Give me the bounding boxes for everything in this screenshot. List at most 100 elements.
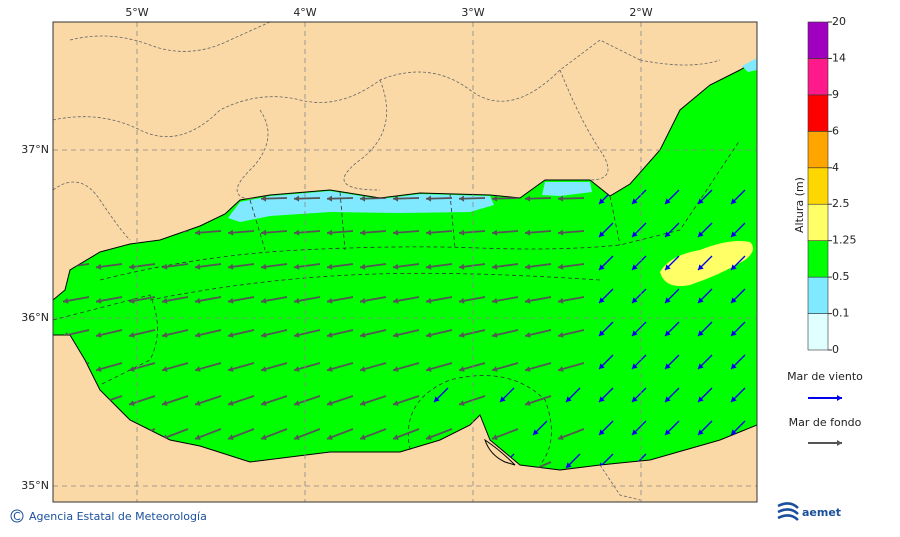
arrow-head — [393, 331, 399, 338]
arrow-head — [294, 297, 300, 304]
arrow-head — [459, 195, 465, 202]
longitude-label: 3°W — [461, 6, 484, 19]
arrow-head — [665, 297, 671, 303]
arrow-head — [632, 297, 638, 303]
arrow-head — [162, 297, 168, 304]
arrow-head — [837, 440, 842, 446]
arrow-head — [558, 195, 564, 202]
arrow-head — [162, 331, 168, 338]
longitude-label: 2°W — [629, 6, 652, 19]
arrow-head — [129, 366, 135, 372]
arrow-head — [632, 330, 638, 336]
arrow-head — [228, 400, 234, 406]
arrow-head — [632, 363, 638, 369]
arrow-head — [162, 366, 168, 372]
arrow-head — [525, 229, 531, 236]
latitude-label: 37°N — [21, 143, 49, 156]
arrow-head — [261, 366, 267, 372]
arrow-head — [558, 229, 564, 236]
arrow-head — [837, 395, 842, 401]
arrow-head — [96, 331, 102, 338]
arrow-head — [665, 363, 671, 369]
arrow-head — [360, 366, 366, 372]
logo: aemet — [777, 502, 841, 521]
arrow-head — [525, 297, 531, 304]
arrow-head — [228, 434, 234, 440]
arrow-head — [228, 263, 234, 270]
arrow-head — [558, 366, 564, 372]
arrow-head — [558, 263, 564, 270]
arrow-head — [327, 229, 333, 236]
zone-boundaries — [53, 139, 741, 466]
copyright-c: C — [13, 510, 21, 523]
arrow-head — [327, 366, 333, 372]
colorbar-label: 2.5 — [832, 197, 850, 210]
arrow-head — [96, 297, 102, 304]
swell-label: Mar de fondo — [789, 416, 862, 429]
arrow-head — [632, 429, 638, 435]
arrow-head — [665, 231, 671, 237]
arrow-head — [492, 195, 498, 202]
arrow-head — [632, 396, 638, 402]
arrow-head — [294, 366, 300, 372]
arrow-head — [698, 363, 704, 369]
arrow-head — [261, 229, 267, 236]
arrow-head — [731, 396, 737, 402]
longitude-label: 5°W — [125, 6, 148, 19]
arrow-head — [360, 434, 366, 440]
arrow-head — [492, 366, 498, 372]
arrow-head — [360, 195, 366, 202]
arrow-head — [434, 396, 440, 402]
arrow-head — [294, 331, 300, 338]
colorbar-label: 14 — [832, 51, 846, 64]
arrow-head — [492, 263, 498, 270]
arrow-head — [492, 331, 498, 338]
arrow-head — [525, 195, 531, 202]
arrow-head — [459, 229, 465, 236]
colorbar-segment — [807, 276, 829, 314]
arrow-head — [228, 366, 234, 372]
latitude-label: 36°N — [21, 311, 49, 324]
arrow-head — [599, 198, 605, 204]
arrow-head — [261, 331, 267, 338]
arrow-head — [393, 229, 399, 236]
arrow-head — [459, 263, 465, 270]
arrow-head — [525, 366, 531, 372]
arrow-head — [327, 400, 333, 406]
arrow-head — [327, 297, 333, 304]
arrow-head — [599, 363, 605, 369]
arrow-head — [294, 263, 300, 270]
arrow-head — [731, 429, 737, 435]
map-frame — [52, 21, 758, 503]
arrow-head — [426, 366, 432, 372]
arrow-head — [261, 297, 267, 304]
arrow-head — [525, 263, 531, 270]
arrow-head — [393, 195, 399, 202]
arrow-head — [492, 297, 498, 304]
arrow-head — [731, 198, 737, 204]
colorbar-segment — [807, 167, 829, 205]
arrow-head — [195, 263, 201, 270]
graticule — [53, 22, 757, 502]
colorbar-label: 6 — [832, 124, 839, 137]
agency-name: Agencia Estatal de Meteorología — [29, 510, 207, 523]
colorbar-segment — [807, 131, 829, 169]
arrow-head — [228, 331, 234, 338]
arrow-head — [698, 198, 704, 204]
arrow-head — [327, 263, 333, 270]
arrow-head — [294, 400, 300, 406]
longitude-label: 4°W — [293, 6, 316, 19]
latitude-label: 35°N — [21, 479, 49, 492]
arrow-head — [665, 396, 671, 402]
arrow-head — [698, 396, 704, 402]
arrow-head — [731, 264, 737, 270]
arrow-head — [698, 297, 704, 303]
arrow-head — [360, 400, 366, 406]
arrow-head — [632, 198, 638, 204]
wind-sea-label: Mar de viento — [787, 370, 863, 383]
arrow-head — [360, 229, 366, 236]
arrow-head — [426, 331, 432, 338]
borders — [53, 22, 721, 501]
arrow-head — [459, 297, 465, 304]
arrow-head — [393, 366, 399, 372]
